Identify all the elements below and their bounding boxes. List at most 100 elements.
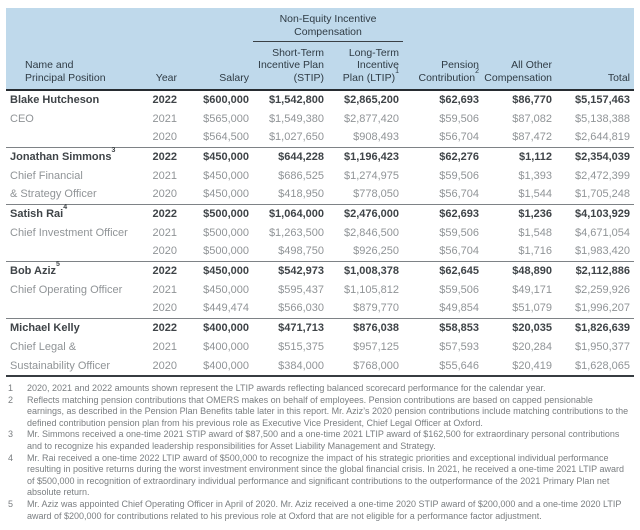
cell-pension: $59,506 (439, 226, 480, 239)
cell-pension: $62,276 (403, 146, 484, 166)
footnote-number: 3 (8, 429, 14, 440)
footnote-number: 4 (8, 452, 14, 463)
cell-total: $2,644,819 (574, 131, 631, 144)
col-header-line: Name and (25, 59, 74, 71)
cell-salary: $450,000 (203, 169, 249, 182)
table-row: Chief Legal & 2021 $400,000 $515,375 $957,12… (6, 337, 634, 356)
col-header-line: Compensation (484, 71, 553, 84)
cell-other: $1,112 (483, 146, 557, 166)
cell-ltip: $957,125 (353, 340, 400, 353)
col-header-text: Contribution (418, 71, 476, 84)
footnote-text: Reflects matching pension contributions … (27, 394, 629, 428)
cell-ltip: $876,038 (328, 317, 404, 337)
executive-name: Michael Kelly (6, 317, 144, 337)
table-row: 2020 $500,000 $498,750 $926,250 $56,704 $1,71… (6, 242, 634, 261)
footnote-text: Mr. Aziz was appointed Chief Operating O… (27, 498, 622, 521)
header-spacer-right (403, 8, 635, 42)
footnote-ref-2: 2 (475, 67, 480, 75)
col-header-stip: Short-Term Incentive Plan (STIP) (253, 42, 328, 91)
col-header-pension: Pension Contribution2 (403, 42, 484, 91)
table-row: Michael Kelly 2022 $400,000 $471,713 $876,03… (6, 317, 635, 337)
cell-pension: $59,506 (439, 283, 480, 296)
cell-total: $2,472,399 (574, 169, 631, 182)
cell-total: $1,826,639 (556, 317, 635, 337)
cell-stip: $1,263,500 (268, 226, 324, 239)
table-row: 2020 $564,500 $1,027,650 $908,493 $56,704 $87… (6, 128, 634, 147)
footnotes: 1 2020, 2021 and 2022 amounts shown repr… (6, 375, 634, 522)
cell-stip: $384,000 (278, 359, 324, 372)
table-row: CEO 2021 $565,000 $1,549,380 $2,877,420 $59,5… (6, 109, 634, 128)
footnote-text: Mr. Simmons received a one-time 2021 STI… (27, 429, 620, 451)
cell-pension: $56,704 (439, 245, 480, 258)
cell-stip: $644,228 (253, 146, 328, 166)
cell-pension: $62,693 (439, 94, 480, 106)
table-row: Chief Financial 2021 $450,000 $686,525 $1,27… (6, 166, 634, 185)
cell-pension: $62,693 (403, 203, 484, 223)
cell-salary: $450,000 (181, 146, 253, 166)
cell-ltip: $1,196,423 (328, 146, 404, 166)
cell-year: 2022 (144, 260, 181, 280)
col-header-line: Long-Term (348, 46, 400, 59)
cell-ltip: $2,877,420 (343, 112, 400, 125)
cell-stip: $595,437 (278, 283, 324, 296)
cell-total: $1,705,248 (574, 188, 631, 201)
col-header-line: Principal Position (25, 71, 106, 84)
footnote: 1 2020, 2021 and 2022 amounts shown repr… (6, 383, 634, 395)
cell-other: $86,770 (512, 94, 553, 106)
cell-salary: $564,500 (203, 131, 249, 144)
header-spacer-left (6, 8, 253, 42)
cell-year: 2020 (152, 131, 177, 144)
cell-ltip: $879,770 (353, 302, 400, 315)
cell-salary: $450,000 (181, 260, 253, 280)
cell-other: $51,079 (512, 302, 553, 315)
cell-ltip: $908,493 (353, 131, 400, 144)
cell-salary: $500,000 (181, 203, 253, 223)
cell-stip: $515,375 (278, 340, 324, 353)
col-header-line: All Other (511, 59, 553, 71)
cell-pension: $49,854 (439, 302, 480, 315)
cell-pension: $62,645 (403, 260, 484, 280)
cell-salary: $500,000 (203, 245, 249, 258)
col-header-line: Pension (441, 59, 480, 71)
cell-other: $49,171 (512, 283, 553, 296)
table-row: Satish Rai4 2022 $500,000 $1,064,000 $2,476,… (6, 203, 635, 223)
cell-pension: $58,853 (403, 317, 484, 337)
cell-other: $1,544 (518, 188, 553, 201)
column-header-row: Name and Principal Position Year Salary … (6, 42, 635, 91)
group-header-line: Non-Equity Incentive (279, 13, 377, 25)
group-header-row: Non-Equity Incentive Compensation (6, 8, 635, 42)
footnote-text: 2020, 2021 and 2022 amounts shown repres… (27, 383, 546, 393)
cell-total: $4,103,929 (556, 203, 635, 223)
cell-salary: $450,000 (203, 188, 249, 201)
col-header-ltip: Long-Term Incentive Plan (LTIP)1 (328, 42, 404, 91)
executive-name: Jonathan Simmons3 (6, 146, 144, 166)
cell-other: $1,393 (518, 169, 553, 182)
table-body: Blake Hutcheson 2022 $600,000 $1,542,800 $2,… (6, 90, 635, 375)
col-header-line: Year (155, 71, 177, 84)
col-header-year: Year (144, 42, 181, 91)
footnote-text: Mr. Rai received a one-time 2022 LTIP aw… (27, 452, 624, 498)
cell-year: 2022 (152, 94, 177, 106)
cell-ltip: $1,105,812 (343, 283, 400, 296)
executive-position (6, 128, 144, 147)
cell-year: 2021 (152, 283, 177, 296)
cell-salary: $400,000 (181, 317, 253, 337)
cell-total: $2,112,886 (556, 260, 635, 280)
cell-other: $48,890 (483, 260, 557, 280)
cell-ltip: $2,865,200 (343, 94, 400, 106)
table-row: Chief Operating Officer 2021 $450,000 $595,… (6, 280, 634, 299)
executive-position: Chief Operating Officer (10, 283, 123, 296)
col-header-line: Total (607, 71, 631, 84)
cell-total: $2,259,926 (574, 283, 631, 296)
cell-ltip: $926,250 (353, 245, 400, 258)
cell-total: $1,983,420 (574, 245, 631, 258)
executive-position: Chief Financial (10, 169, 83, 182)
cell-total: $4,671,054 (574, 226, 631, 239)
col-header-line: Incentive (356, 59, 400, 71)
executive-position: Chief Investment Officer (10, 226, 128, 239)
cell-ltip: $778,050 (353, 188, 400, 201)
col-header-line: Salary (219, 71, 249, 84)
col-header-all-other: All Other Compensation (483, 42, 557, 91)
cell-other: $1,236 (483, 203, 557, 223)
cell-total: $1,996,207 (574, 302, 631, 315)
